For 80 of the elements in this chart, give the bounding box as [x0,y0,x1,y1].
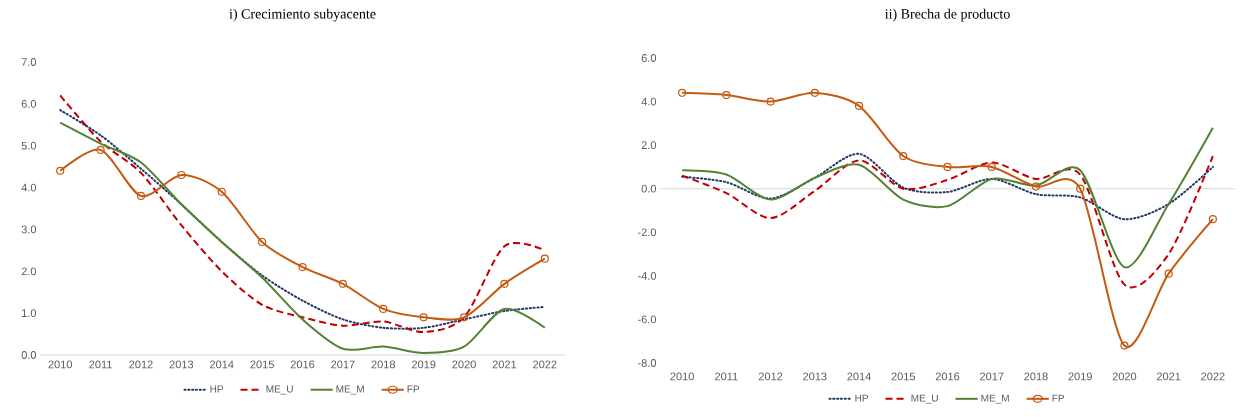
x-tick-label: 2016 [935,372,960,381]
chart-title: i) Crecimiento subyacente [229,8,376,22]
y-tick-label: -8.0 [638,359,657,367]
point [136,191,146,201]
point [1076,184,1085,193]
x-tick-label: 2017 [331,360,355,369]
point [766,97,775,106]
point [177,170,186,180]
point [1120,341,1129,350]
x-tick-label: 2013 [169,360,194,369]
y-tick-label: -4.0 [638,271,657,280]
x-tick-label: 2011 [89,360,112,369]
y-tick-label: 6.0 [21,99,37,108]
x-tick-label: 2011 [715,372,738,381]
point [217,187,226,196]
legend-label: FP [1052,394,1065,402]
y-tick-label: 4.0 [641,97,657,106]
x-tick-label: 2014 [210,360,234,369]
legend-label: ME_M [981,394,1009,404]
x-tick-label: 2017 [980,372,1004,381]
x-tick-label: 2015 [250,360,274,369]
legend-label: ME_U [911,394,938,404]
x-tick-label: 2010 [670,372,694,381]
legend-label: FP [407,385,420,393]
x-tick-label: 2013 [803,372,827,381]
y-tick-label: -2.0 [638,228,657,237]
y-tick-label: 2.0 [21,267,37,276]
legend-label: ME_M [336,385,364,395]
line-series [681,152,1214,221]
y-tick-label: 0.0 [641,184,657,193]
point [899,151,908,161]
x-tick-label: 2012 [129,360,153,369]
point [258,237,267,247]
y-tick-label: 7.0 [21,58,37,66]
legend-label: HP [210,385,224,393]
x-tick-label: 2020 [452,360,476,369]
y-tick-label: -6.0 [638,315,657,324]
point [56,166,65,175]
x-tick-label: 2021 [1156,372,1181,381]
point [1031,182,1041,191]
x-tick-label: 2022 [533,360,557,369]
point [379,304,388,314]
x-tick-label: 2019 [1068,372,1092,381]
x-tick-label: 2015 [891,372,916,381]
y-tick-label: 3.0 [21,225,37,234]
point [678,88,687,97]
point [987,162,996,172]
point [854,101,864,111]
point [810,88,819,97]
x-tick-label: 2016 [290,360,315,369]
point [459,313,469,322]
point [96,145,105,154]
point [419,313,428,322]
x-tick-label: 2012 [758,372,783,381]
y-tick-label: 1.0 [22,309,37,318]
y-tick-label: 0.0 [21,351,37,359]
x-tick-label: 2020 [1112,372,1137,381]
x-tick-label: 2021 [492,360,517,369]
x-tick-label: 2019 [411,360,436,369]
x-tick-label: 2014 [847,372,871,381]
point [1208,215,1217,224]
y-tick-label: 6.0 [641,54,657,62]
point [338,279,347,288]
legend-label: HP [855,394,868,402]
line-series [681,126,1214,269]
point [943,162,952,172]
point [500,279,509,288]
point [298,262,307,272]
x-tick-label: 2010 [48,360,72,369]
y-tick-label: 2.0 [641,141,657,150]
legend-label: ME_U [266,385,293,395]
y-tick-label: 4.0 [21,183,37,192]
x-tick-label: 2018 [371,360,396,369]
point [1164,269,1173,278]
x-tick-label: 2018 [1024,372,1048,381]
x-tick-label: 2022 [1201,372,1225,381]
point [722,90,731,100]
chart-title: ii) Brecha de producto [885,8,1010,22]
point [540,254,549,263]
y-tick-label: 5.0 [21,141,37,150]
